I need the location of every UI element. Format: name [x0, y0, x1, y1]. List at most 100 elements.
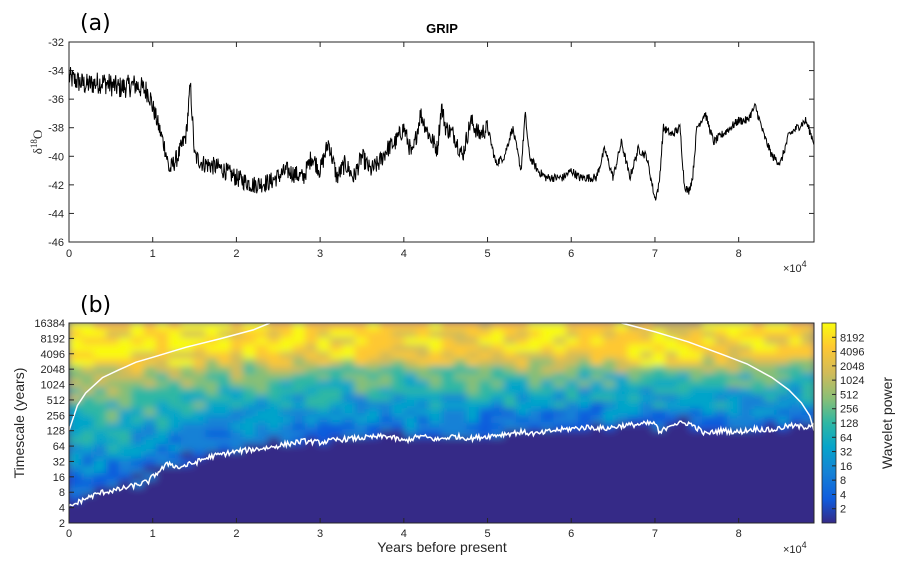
- heatmap-cell: [602, 451, 617, 460]
- heatmap-cell: [218, 387, 232, 396]
- heatmap-cell: [503, 480, 517, 489]
- y-tick-label: 512: [47, 395, 65, 407]
- heatmap-cell: [168, 373, 182, 382]
- heatmap-cell: [317, 451, 331, 460]
- heatmap-cell: [665, 380, 679, 389]
- heatmap-cell: [453, 344, 468, 353]
- heatmap-cell: [379, 515, 393, 523]
- heatmap-cell: [404, 508, 418, 517]
- heatmap-cell: [280, 444, 294, 453]
- heatmap-cell: [503, 380, 517, 389]
- heatmap-cell: [602, 515, 617, 523]
- heatmap-cell: [453, 444, 468, 453]
- panel-b-xlabel: Years before present: [377, 539, 507, 555]
- heatmap-cell: [81, 451, 95, 460]
- heatmap-cell: [168, 430, 182, 439]
- heatmap-cell: [739, 415, 753, 424]
- heatmap-cell: [615, 508, 629, 517]
- heatmap-cell: [516, 480, 530, 489]
- x-tick-label: 5: [484, 528, 490, 540]
- heatmap-cell: [81, 515, 95, 523]
- heatmap-cell: [69, 337, 83, 346]
- heatmap-cell: [528, 515, 542, 523]
- heatmap-cell: [565, 515, 580, 523]
- heatmap-cell: [379, 337, 393, 346]
- heatmap-cell: [180, 408, 195, 417]
- heatmap-cell: [789, 501, 803, 510]
- heatmap-cell: [565, 473, 580, 482]
- heatmap-cell: [776, 401, 791, 410]
- heatmap-cell: [441, 394, 455, 403]
- heatmap-cell: [106, 330, 120, 339]
- heatmap-cell: [280, 515, 294, 523]
- heatmap-cell: [776, 323, 791, 332]
- heatmap-cell: [441, 494, 455, 503]
- heatmap-cell: [280, 387, 294, 396]
- heatmap-cell: [193, 415, 207, 424]
- heatmap-cell: [404, 515, 418, 523]
- heatmap-cell: [304, 501, 319, 510]
- heatmap-cell: [590, 365, 604, 374]
- heatmap-cell: [602, 401, 617, 410]
- heatmap-cell: [578, 380, 592, 389]
- heatmap-cell: [714, 465, 729, 474]
- heatmap-cell: [453, 358, 468, 367]
- heatmap-cell: [665, 437, 679, 446]
- heatmap-cell: [205, 351, 219, 360]
- heatmap-cell: [466, 444, 480, 453]
- heatmap-cell: [466, 387, 480, 396]
- heatmap-cell: [801, 387, 814, 396]
- heatmap-cell: [453, 423, 468, 432]
- heatmap-cell: [242, 365, 257, 374]
- heatmap-cell: [714, 451, 729, 460]
- heatmap-cell: [615, 430, 629, 439]
- heatmap-cell: [280, 394, 294, 403]
- heatmap-cell: [81, 344, 95, 353]
- heatmap-cell: [230, 473, 244, 482]
- colorbar-tick-label: 8: [840, 475, 846, 487]
- heatmap-cell: [69, 465, 83, 474]
- heatmap-cell: [789, 408, 803, 417]
- heatmap-cell: [280, 473, 294, 482]
- heatmap-cell: [379, 494, 393, 503]
- heatmap-cell: [565, 408, 580, 417]
- heatmap-cell: [441, 437, 455, 446]
- heatmap-cell: [540, 415, 555, 424]
- heatmap-cell: [354, 465, 368, 474]
- heatmap-cell: [478, 351, 493, 360]
- heatmap-cell: [553, 508, 567, 517]
- heatmap-cell: [602, 508, 617, 517]
- heatmap-cell: [776, 330, 791, 339]
- heatmap-cell: [242, 494, 257, 503]
- heatmap-cell: [143, 487, 157, 496]
- heatmap-cell: [453, 451, 468, 460]
- heatmap-cell: [379, 430, 393, 439]
- heatmap-cell: [193, 337, 207, 346]
- heatmap-cell: [528, 487, 542, 496]
- heatmap-cell: [578, 501, 592, 510]
- heatmap-cell: [255, 451, 269, 460]
- heatmap-cell: [242, 387, 257, 396]
- heatmap-cell: [81, 487, 95, 496]
- heatmap-cell: [118, 401, 133, 410]
- heatmap-cell: [751, 408, 766, 417]
- heatmap-cell: [218, 423, 232, 432]
- heatmap-cell: [379, 465, 393, 474]
- heatmap-cell: [242, 358, 257, 367]
- heatmap-cell: [304, 387, 319, 396]
- heatmap-cell: [267, 508, 282, 517]
- heatmap-cell: [553, 387, 567, 396]
- heatmap-cell: [193, 401, 207, 410]
- heatmap-cell: [404, 487, 418, 496]
- heatmap-cell: [441, 408, 455, 417]
- heatmap-cell: [702, 458, 716, 467]
- heatmap-cell: [789, 480, 803, 489]
- heatmap-cell: [665, 451, 679, 460]
- significance-contour: [69, 419, 814, 507]
- heatmap-cell: [354, 380, 368, 389]
- heatmap-cell: [317, 408, 331, 417]
- x-tick-label: 0: [66, 528, 72, 540]
- heatmap-cell: [205, 515, 219, 523]
- heatmap-cell: [751, 473, 766, 482]
